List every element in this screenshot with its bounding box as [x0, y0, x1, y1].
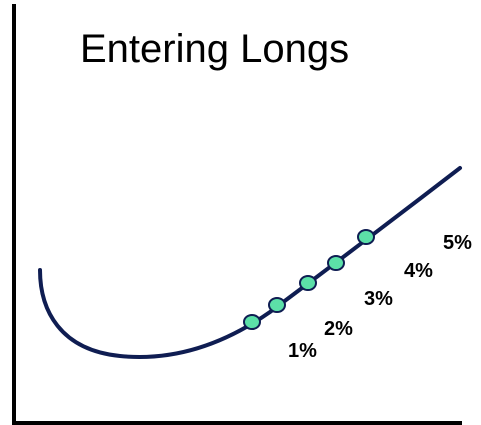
- entry-label-3: 3%: [364, 288, 393, 310]
- entry-marker-1: [243, 314, 261, 330]
- entry-label-5: 5%: [443, 232, 472, 254]
- entry-label-4: 4%: [404, 260, 433, 282]
- entry-marker-2: [268, 297, 286, 313]
- diagram-title: Entering Longs: [80, 27, 349, 71]
- entry-marker-5: [357, 229, 375, 245]
- entry-marker-4: [327, 255, 345, 271]
- entry-label-1: 1%: [288, 340, 317, 362]
- price-curve: [38, 166, 462, 359]
- entry-marker-3: [299, 275, 317, 291]
- entry-label-2: 2%: [324, 318, 353, 340]
